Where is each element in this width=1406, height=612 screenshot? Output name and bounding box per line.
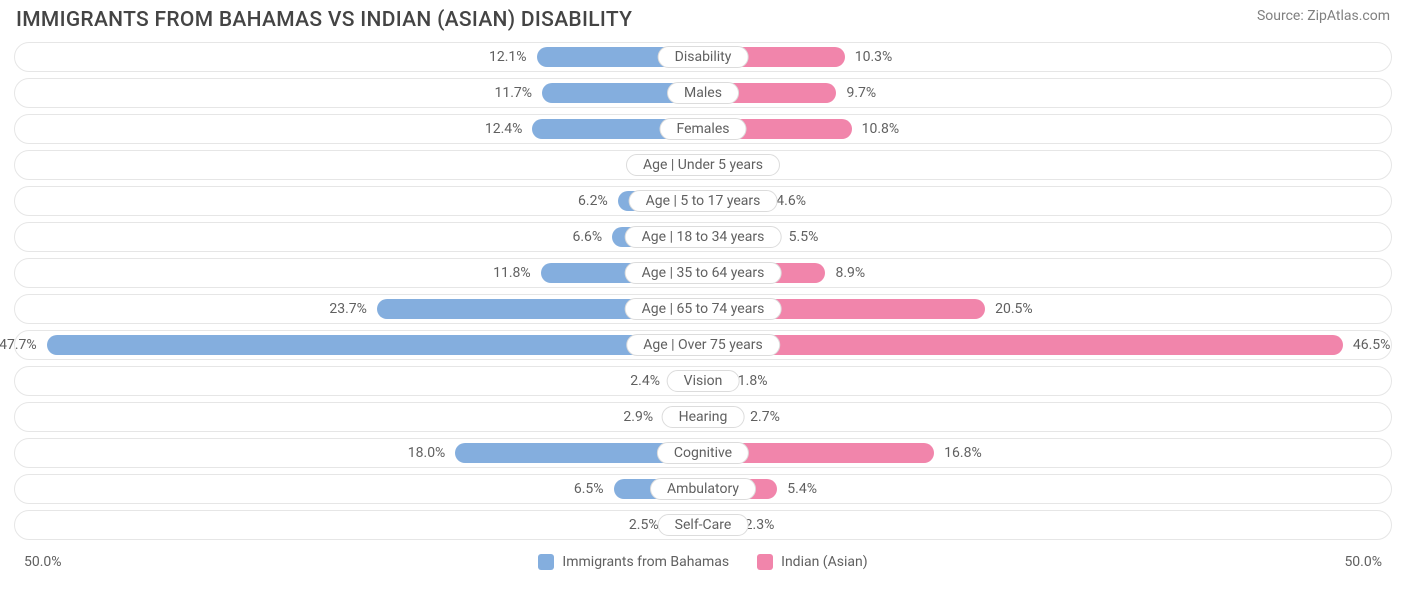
category-pill: Age | 35 to 64 years: [625, 262, 782, 284]
chart-row: 6.5% 5.4% Ambulatory: [14, 474, 1392, 504]
bar-right: [703, 335, 1343, 355]
category-pill: Self-Care: [658, 514, 749, 536]
value-label-right: 16.8%: [944, 439, 982, 467]
category-pill: Females: [660, 118, 747, 140]
category-pill: Disability: [658, 46, 749, 68]
category-pill: Vision: [667, 370, 740, 392]
value-label-right: 2.7%: [750, 403, 780, 431]
legend-swatch-left: [538, 554, 554, 570]
value-label-left: 47.7%: [0, 331, 37, 359]
value-label-left: 12.4%: [485, 115, 523, 143]
category-pill: Age | Over 75 years: [626, 334, 780, 356]
value-label-right: 2.3%: [745, 511, 775, 539]
value-label-left: 6.2%: [578, 187, 608, 215]
chart-row: 2.9% 2.7%Hearing: [14, 402, 1392, 432]
value-label-left: 6.5%: [574, 475, 604, 503]
bar-left: [47, 335, 703, 355]
category-pill: Males: [667, 82, 739, 104]
value-label-right: 46.5%: [1353, 331, 1391, 359]
value-label-right: 1.8%: [738, 367, 768, 395]
chart-row: 6.2% 4.6%Age | 5 to 17 years: [14, 186, 1392, 216]
chart-row: 47.7%46.5%Age | Over 75 years: [14, 330, 1392, 360]
chart-row: 2.4% 1.8%Vision: [14, 366, 1392, 396]
chart-row: 6.6% 5.5% Age | 18 to 34 years: [14, 222, 1392, 252]
category-pill: Age | Under 5 years: [626, 154, 780, 176]
legend-swatch-right: [757, 554, 773, 570]
chart-row: 18.0% 16.8% Cognitive: [14, 438, 1392, 468]
axis-max-right: 50.0%: [1344, 554, 1382, 570]
value-label-right: 5.4%: [787, 475, 817, 503]
value-label-right: 9.7%: [846, 79, 876, 107]
category-pill: Ambulatory: [650, 478, 756, 500]
chart-row: 1.2%1.0%Age | Under 5 years: [14, 150, 1392, 180]
value-label-left: 2.9%: [623, 403, 653, 431]
chart-title: IMMIGRANTS FROM BAHAMAS VS INDIAN (ASIAN…: [16, 8, 632, 32]
chart-footer: 50.0% Immigrants from Bahamas Indian (As…: [0, 550, 1406, 580]
value-label-left: 12.1%: [489, 43, 527, 71]
value-label-right: 8.9%: [835, 259, 865, 287]
category-pill: Hearing: [662, 406, 745, 428]
category-pill: Age | 65 to 74 years: [625, 298, 782, 320]
category-pill: Age | 18 to 34 years: [625, 226, 782, 248]
value-label-left: 23.7%: [329, 295, 367, 323]
chart-source: Source: ZipAtlas.com: [1257, 8, 1390, 24]
value-label-left: 18.0%: [408, 439, 446, 467]
legend-label-left: Immigrants from Bahamas: [562, 554, 729, 570]
value-label-right: 10.8%: [862, 115, 900, 143]
value-label-right: 5.5%: [789, 223, 819, 251]
category-pill: Age | 5 to 17 years: [629, 190, 778, 212]
chart-row: 11.7% 9.7% Males: [14, 78, 1392, 108]
chart-row: 23.7% 20.5% Age | 65 to 74 years: [14, 294, 1392, 324]
value-label-right: 4.6%: [776, 187, 806, 215]
value-label-left: 2.4%: [630, 367, 660, 395]
chart-area: 12.1%10.3%Disability11.7%9.7%Males12.4%1…: [0, 38, 1406, 550]
chart-row: 12.4% 10.8% Females: [14, 114, 1392, 144]
value-label-left: 11.7%: [494, 79, 532, 107]
value-label-left: 6.6%: [573, 223, 603, 251]
chart-row: 2.5% 2.3%Self-Care: [14, 510, 1392, 540]
legend-item-left: Immigrants from Bahamas: [538, 554, 729, 570]
value-label-right: 10.3%: [855, 43, 893, 71]
legend-label-right: Indian (Asian): [781, 554, 867, 570]
category-pill: Cognitive: [657, 442, 749, 464]
axis-max-left: 50.0%: [24, 554, 62, 570]
value-label-left: 2.5%: [629, 511, 659, 539]
value-label-right: 20.5%: [995, 295, 1033, 323]
chart-header: IMMIGRANTS FROM BAHAMAS VS INDIAN (ASIAN…: [0, 0, 1406, 38]
chart-row: 11.8% 8.9% Age | 35 to 64 years: [14, 258, 1392, 288]
legend: Immigrants from Bahamas Indian (Asian): [538, 554, 867, 570]
chart-row: 12.1% 10.3% Disability: [14, 42, 1392, 72]
legend-item-right: Indian (Asian): [757, 554, 867, 570]
value-label-left: 11.8%: [493, 259, 531, 287]
